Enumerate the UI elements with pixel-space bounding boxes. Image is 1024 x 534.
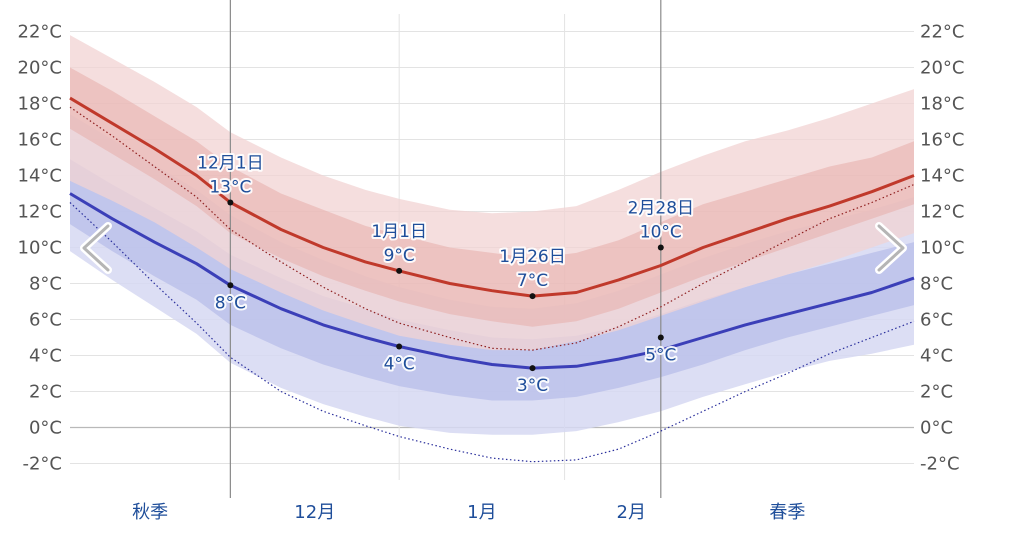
annotation-value-label: 13°C [209,178,251,198]
y-tick-label-left: 22°C [18,22,62,43]
annotation-date-label: 12月1日 [197,154,263,174]
annotations-layer: 13°C13°C12月1日12月1日8°C8°C9°C9°C1月1日1月1日4°… [195,152,696,399]
high-band-inner [70,67,914,327]
y-tick-label-right: 4°C [920,346,953,367]
annotation-dot [396,343,403,350]
annotation-dot [657,334,664,341]
y-tick-label-right: 20°C [920,58,964,79]
y-tick-label-right: 10°C [920,238,964,259]
annotation-dot [529,365,536,372]
low-band-inner [70,159,914,401]
y-tick-label-right: 8°C [920,274,953,295]
y-tick-label-left: 10°C [18,238,62,259]
month-label: 春季 [769,502,805,523]
annotation-dot [227,282,234,289]
annotation-dot [396,267,403,274]
y-tick-label-left: 0°C [29,418,62,439]
lines-layer [69,96,915,463]
annotation-dot [657,244,664,251]
annotation-value-label: 9°C [384,246,415,266]
y-tick-label-left: 8°C [29,274,62,295]
annotation-value-label: 7°C [517,271,548,291]
chevron-left-icon[interactable] [80,222,112,274]
annotation-date-label: 2月28日 [628,199,694,219]
month-label: 2月 [617,502,646,523]
annotation-date-label-halo: 2月28日 [628,199,694,219]
y-tick-label-right: 14°C [920,166,964,187]
y-tick-label-left: -2°C [22,454,62,475]
y-tick-label-right: 16°C [920,130,964,151]
low-temperature-line [69,192,915,370]
annotation-value-label: 4°C [384,355,415,375]
high-temperature-line [69,96,915,298]
annotation-dot [227,199,234,206]
y-tick-label-left: 18°C [18,94,62,115]
y-tick-label-right: -2°C [920,454,960,475]
y-tick-label-right: 22°C [920,22,964,43]
annotation-dot [529,293,536,300]
month-label: 1月 [467,502,496,523]
y-tick-label-left: 2°C [29,382,62,403]
y-tick-label-left: 4°C [29,346,62,367]
y-tick-label-left: 20°C [18,58,62,79]
month-label: 秋季 [132,502,168,523]
annotation-value-label-halo: 4°C [384,355,415,375]
annotation-value-label-halo: 8°C [215,293,246,313]
annotation-value-label-halo: 7°C [517,271,548,291]
annotation-date-label-halo: 12月1日 [197,154,263,174]
bands-layer [70,35,914,435]
y-tick-label-left: 6°C [29,310,62,331]
chevron-right-icon[interactable] [875,222,907,274]
y-tick-label-left: 12°C [18,202,62,223]
month-label: 12月 [294,502,335,523]
annotation-date-label-halo: 1月1日 [371,222,427,242]
annotation-value-label-halo: 13°C [209,178,251,198]
annotation-value-label: 5°C [645,346,676,366]
annotation-value-label: 3°C [517,376,548,396]
y-tick-label-left: 14°C [18,166,62,187]
y-tick-label-right: 18°C [920,94,964,115]
y-tick-label-right: 12°C [920,202,964,223]
annotation-date-label-halo: 1月26日 [499,247,565,267]
y-tick-label-right: 2°C [920,382,953,403]
annotation-date-label: 1月1日 [371,222,427,242]
y-tick-label-left: 16°C [18,130,62,151]
month-labels-layer: 秋季 12月 1月 2月 春季 [132,502,805,523]
y-tick-label-right: 0°C [920,418,953,439]
annotation-date-label: 1月26日 [499,247,565,267]
ticks-layer: -2°C -2°C 0°C 0°C 2°C 2°C 4°C 4°C 6°C 6°C 8°C 8°C 10… [18,22,965,475]
annotation-value-label-halo: 5°C [645,346,676,366]
annotation-value-label: 10°C [640,223,682,243]
y-tick-label-right: 6°C [920,310,953,331]
annotation-value-label: 8°C [215,293,246,313]
annotation-value-label-halo: 3°C [517,376,548,396]
annotation-value-label-halo: 9°C [384,246,415,266]
annotation-value-label-halo: 10°C [640,223,682,243]
